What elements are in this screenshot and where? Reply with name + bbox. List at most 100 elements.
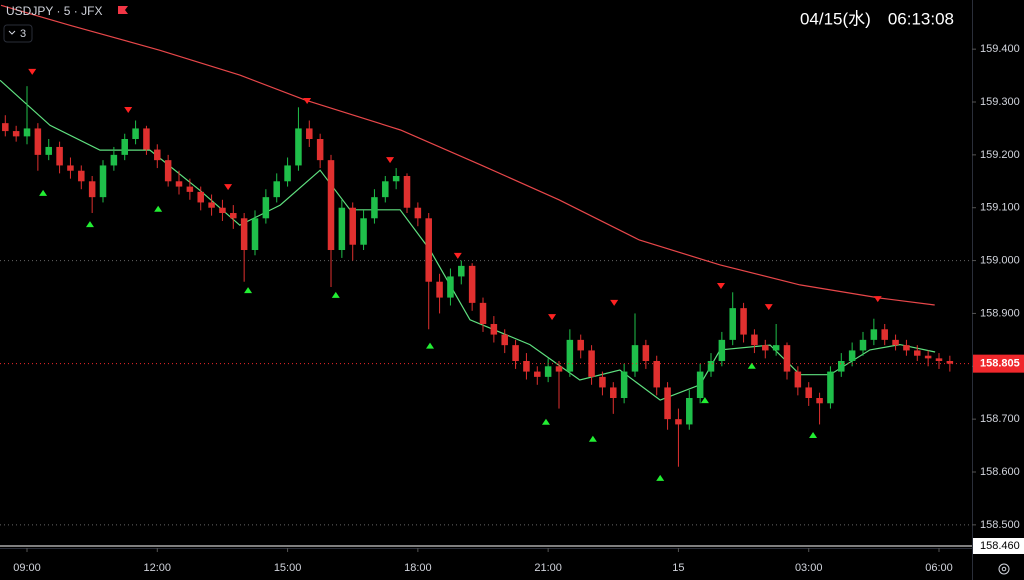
candle-body [143,128,150,150]
candle-body [316,139,324,161]
candle-body [284,165,291,182]
candle-body [262,197,270,219]
candle-body [230,213,237,219]
sell-signal [548,314,557,321]
candle-body [479,302,487,325]
candle-body [881,329,888,340]
marker-price-label: 158.460 [980,540,1020,552]
candle-body [468,265,476,303]
buy-signal [154,205,163,212]
candle-body [523,361,530,372]
candle-body [295,128,302,166]
candle-body [762,345,769,351]
candle-body [599,376,606,388]
candle-body [251,218,259,251]
candle-body [772,345,780,351]
candle-body [67,165,74,171]
chevron-icon [8,30,16,35]
y-tick-label: 158.900 [980,307,1020,319]
marker-price-box [973,538,1024,554]
candle-body [99,165,107,198]
x-tick-label: 15:00 [274,562,302,574]
sell-signal [764,304,773,311]
candle-body [12,131,20,137]
candle-body [458,265,465,277]
sell-signal [224,184,233,191]
candle-body [414,207,422,219]
candle-body [240,218,248,251]
y-tick-label: 159.000 [980,254,1020,266]
sell-signal [28,68,37,75]
candle-body [892,339,899,346]
buy-signal [39,189,48,196]
flag-icon[interactable] [118,6,128,14]
candle-body [740,308,747,335]
sell-signal [873,296,882,303]
sell-signal [453,252,462,259]
buy-signal [656,474,665,481]
candle-body [154,149,161,161]
candle-body [544,366,552,377]
moving-average [0,79,936,401]
x-tick-label: 09:00 [13,562,41,574]
candle-body [2,123,9,132]
candle-body [653,361,660,388]
candle-body [436,281,443,298]
sell-signal [610,299,619,306]
candle-body [729,308,736,340]
candle-body [382,181,389,198]
sell-signal [716,282,725,289]
candle-body [338,207,346,251]
candle-body [349,207,356,245]
buy-signal [700,397,709,404]
candle-body [88,181,96,198]
candle-body [794,371,802,388]
indicator-toggle[interactable] [3,24,33,43]
candle-body [620,371,628,399]
x-tick-label: 15 [672,562,684,574]
candle-body [371,197,378,219]
sell-signal [303,97,312,104]
candle-body [707,361,715,372]
candle-body [642,345,650,362]
buy-signal [541,418,550,425]
last-price-box [973,354,1024,373]
candle-body [859,339,867,351]
sell-signal [386,157,395,164]
candle-body [23,128,31,137]
settings-icon-core [1001,566,1007,572]
candle-body [403,176,411,208]
candle-body [164,160,172,182]
y-tick-label: 159.300 [980,96,1020,108]
candle-body [219,207,226,214]
buy-signal [331,291,340,298]
candle-body [186,186,194,192]
candle-body [273,181,280,198]
x-tick-label: 03:00 [795,562,823,574]
buy-signal [588,435,597,442]
candle-body [447,276,454,298]
candle-body [664,387,671,420]
candle-body [175,181,183,187]
candle-body [696,371,704,399]
settings-icon[interactable] [998,563,1010,575]
candle-body [512,345,519,362]
y-tick-label: 158.500 [980,519,1020,531]
candle-body [783,345,791,372]
x-tick-label: 06:00 [925,562,953,574]
candle-body [935,358,943,362]
candle-body [718,339,726,362]
candle-body [327,160,335,251]
indicator-count[interactable]: 3 [20,28,26,40]
candle-body [577,339,584,351]
candle-body [110,154,118,166]
candle-body [566,339,574,372]
buy-signal [809,432,818,439]
candle-body [34,128,42,155]
x-tick-label: 12:00 [144,562,172,574]
candle-body [45,146,52,155]
symbol-title[interactable]: USDJPY · 5 · JFX [6,4,102,18]
moving-average [0,4,935,306]
